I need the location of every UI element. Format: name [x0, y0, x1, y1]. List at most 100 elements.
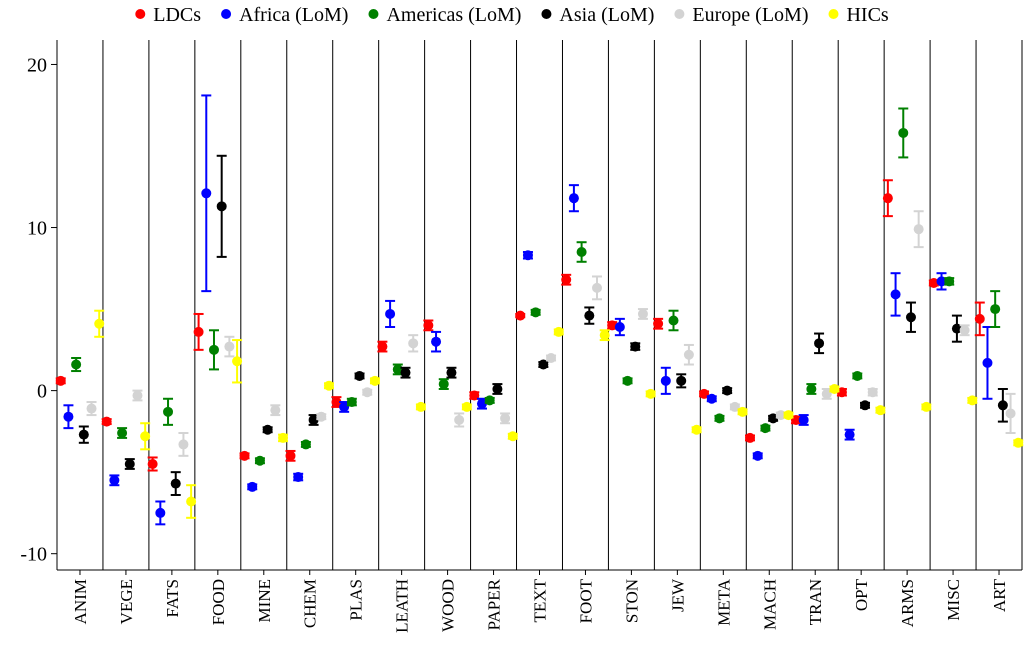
dot [247, 481, 258, 492]
dot [959, 325, 970, 336]
dot [936, 276, 947, 287]
dot [836, 387, 847, 398]
dot [706, 393, 717, 404]
dot [997, 400, 1008, 411]
dot [860, 400, 871, 411]
dot [974, 313, 985, 324]
dot [400, 367, 411, 378]
dot [852, 370, 863, 381]
dot [683, 349, 694, 360]
dot [921, 401, 932, 412]
dot [676, 375, 687, 386]
dot [752, 450, 763, 461]
legend-marker [828, 9, 839, 19]
dot [362, 387, 373, 398]
legend-marker [368, 9, 379, 19]
dot [354, 370, 365, 381]
x-tick-label: CHEM [301, 579, 320, 628]
x-tick-label: JEW [668, 578, 687, 612]
x-tick-label: FATS [163, 579, 182, 617]
dot [576, 247, 587, 257]
dot [1005, 408, 1016, 419]
dot [729, 401, 740, 412]
dot [377, 341, 388, 352]
dot [951, 323, 962, 334]
dot [844, 429, 855, 440]
legend-label: Americas (LoM) [386, 4, 521, 26]
dot [500, 413, 511, 424]
dot [768, 413, 779, 424]
x-tick-label: VEGE [117, 579, 136, 624]
legend-label: Asia (LoM) [559, 4, 654, 26]
x-tick-label: FOOT [576, 578, 595, 623]
dot [232, 356, 243, 367]
x-tick-label: TRAN [806, 579, 825, 625]
y-tick-label: 10 [27, 218, 47, 240]
dot [637, 308, 648, 319]
dot [538, 359, 549, 370]
dot [882, 193, 893, 204]
dot [140, 431, 151, 442]
dot [170, 478, 181, 489]
dot [614, 322, 625, 333]
legend-label: LDCs [153, 4, 201, 26]
dot [239, 450, 250, 461]
dot [124, 459, 135, 469]
dot [691, 424, 702, 435]
dot [392, 364, 403, 375]
x-tick-label: MISC [944, 579, 963, 621]
dot [385, 308, 396, 319]
dot [515, 310, 526, 321]
dot [484, 395, 495, 406]
dot [293, 472, 304, 483]
y-tick-label: 20 [27, 54, 47, 76]
x-tick-label: OPT [852, 578, 871, 611]
dot [944, 276, 955, 287]
dot [300, 439, 311, 450]
y-tick-label: 0 [37, 381, 47, 403]
legend-marker [541, 9, 552, 19]
dot [262, 424, 273, 435]
x-tick-label: META [714, 578, 733, 626]
dot [63, 411, 74, 422]
dot [476, 398, 487, 409]
dot [278, 432, 289, 443]
dot [55, 375, 66, 386]
x-tick-label: STON [622, 579, 641, 623]
dot [745, 432, 756, 443]
dot [875, 405, 886, 416]
dot [607, 320, 618, 331]
dot [584, 310, 595, 321]
dot [285, 450, 296, 461]
dot [178, 439, 189, 450]
dot [568, 193, 579, 204]
dot [147, 459, 158, 469]
x-tick-label: PAPER [485, 578, 504, 630]
dot [346, 397, 357, 408]
dot [323, 380, 334, 391]
dot [369, 375, 380, 386]
dot [469, 390, 480, 401]
x-tick-label: MINE [255, 579, 274, 622]
legend-label: HICs [846, 4, 888, 26]
x-tick-label: PLAS [347, 579, 366, 621]
dot [1013, 437, 1024, 448]
dot [155, 507, 166, 518]
dot [78, 429, 89, 440]
dot [905, 312, 916, 323]
dot [316, 411, 327, 422]
legend-label: Europe (LoM) [692, 4, 808, 26]
dot [546, 353, 557, 363]
dot [216, 201, 227, 212]
x-tick-label: FOOD [209, 579, 228, 625]
y-tick-label: -10 [20, 544, 47, 566]
dot [898, 127, 909, 138]
x-tick-label: MACH [760, 579, 779, 630]
dot [507, 431, 518, 442]
dot [928, 277, 939, 288]
dot [714, 413, 725, 424]
dot [423, 320, 434, 331]
dot [653, 318, 664, 329]
dot [645, 388, 656, 399]
